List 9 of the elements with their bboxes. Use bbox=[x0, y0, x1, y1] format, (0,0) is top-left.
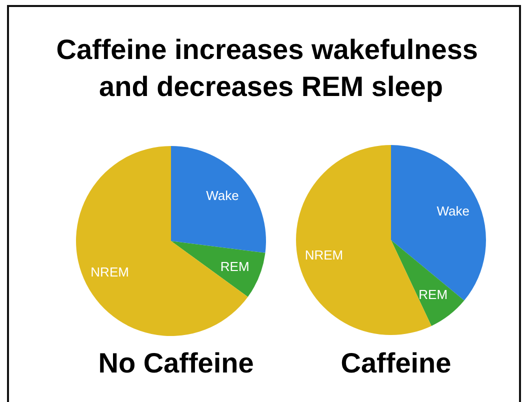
slice-label: No Caffeine bbox=[98, 348, 254, 378]
slice-label: Wake bbox=[206, 188, 239, 204]
slice-label: Caffeine bbox=[340, 348, 452, 378]
slice-label: NREM bbox=[90, 264, 129, 280]
slice-label: REM bbox=[220, 258, 250, 274]
category-label: NREM bbox=[304, 247, 344, 262]
chart-title: Caffeine increases wakefulness and decreases REM sleep bbox=[56, 34, 486, 102]
category-label: Wake bbox=[436, 203, 470, 218]
category-label: REM bbox=[418, 286, 448, 302]
